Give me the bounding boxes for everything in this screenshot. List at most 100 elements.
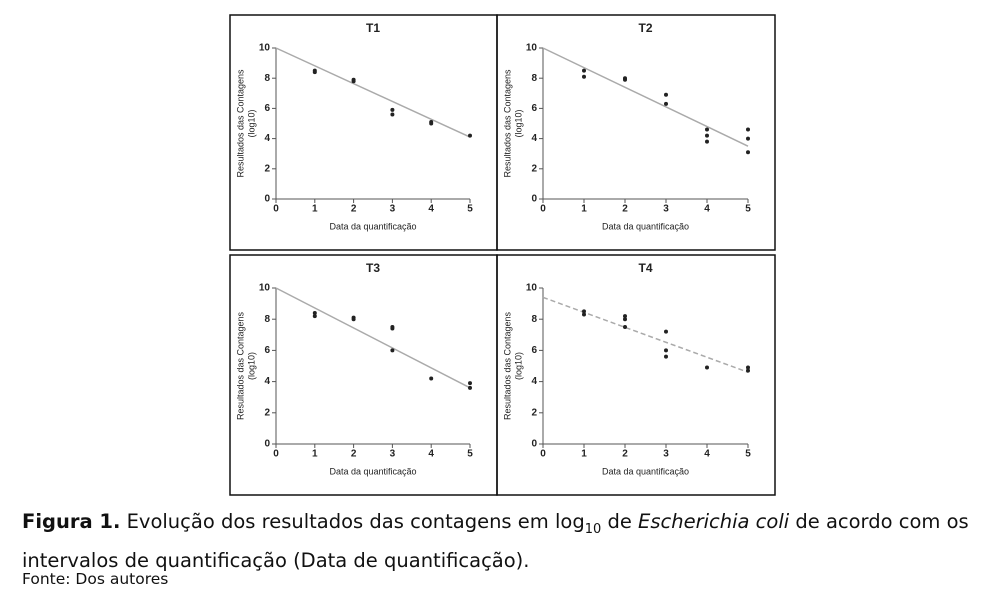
- trend-line: [542, 47, 749, 147]
- x-tick-label: 2: [622, 204, 628, 215]
- point: [746, 368, 750, 373]
- y-tick-label: 10: [526, 43, 538, 54]
- y-tick-label: 8: [264, 73, 270, 84]
- y-tick-label: 2: [264, 163, 270, 174]
- point: [582, 309, 586, 314]
- point: [312, 70, 317, 75]
- y-tick-label: 0: [264, 439, 270, 450]
- x-tick-label: 5: [745, 449, 751, 460]
- caption-text: de: [601, 510, 639, 533]
- x-tick-label: 5: [745, 204, 751, 215]
- point: [582, 68, 586, 73]
- y-tick-label: 0: [531, 439, 537, 450]
- y-axis-label: Resultados das Contagens: [502, 69, 512, 178]
- point: [664, 92, 668, 97]
- y-tick-label: 8: [531, 314, 537, 325]
- point: [746, 127, 750, 132]
- y-tick-label: 6: [531, 103, 537, 114]
- y-tick-label: 2: [531, 163, 537, 174]
- x-tick-label: 1: [312, 204, 318, 215]
- source: Fonte: Dos autores: [22, 570, 169, 588]
- point: [746, 365, 750, 370]
- point: [468, 381, 472, 386]
- y-tick-label: 0: [264, 194, 270, 205]
- x-tick-label: 0: [273, 204, 279, 215]
- panel-border: [229, 254, 498, 496]
- x-axis-label: Data da quantificação: [329, 221, 416, 231]
- x-axis-label: Data da quantificação: [602, 466, 689, 476]
- point: [468, 133, 472, 138]
- x-tick-label: 4: [704, 449, 710, 460]
- y-axis-label: Resultados das Contagens: [235, 311, 245, 420]
- x-tick-label: 1: [581, 449, 587, 460]
- y-tick-label: 0: [531, 194, 537, 205]
- y-tick-label: 10: [259, 283, 271, 294]
- x-tick-label: 4: [704, 204, 710, 215]
- point: [623, 77, 627, 82]
- x-tick-label: 5: [467, 449, 473, 460]
- x-tick-label: 3: [663, 449, 669, 460]
- point: [312, 314, 317, 319]
- trend-line: [542, 296, 749, 373]
- point: [746, 136, 750, 141]
- chart-title: T3: [366, 261, 380, 275]
- x-tick-label: 2: [622, 449, 628, 460]
- x-tick-label: 1: [581, 204, 587, 215]
- x-tick-label: 0: [540, 449, 546, 460]
- point: [746, 150, 750, 155]
- panel-border: [229, 14, 498, 251]
- point: [582, 74, 586, 79]
- trend-line: [275, 287, 471, 389]
- caption-text: de acordo com os intervalos de quantific…: [22, 510, 969, 572]
- point: [390, 107, 395, 112]
- y-axis-label: Resultados das Contagens: [235, 69, 245, 178]
- x-tick-label: 2: [351, 449, 357, 460]
- x-tick-label: 2: [351, 204, 357, 215]
- caption-text: Evolução dos resultados das contagens em…: [120, 510, 585, 533]
- y-tick-label: 2: [264, 407, 270, 418]
- x-tick-label: 3: [390, 204, 396, 215]
- point: [705, 127, 709, 132]
- x-tick-label: 4: [428, 449, 434, 460]
- x-tick-label: 4: [428, 204, 434, 215]
- x-tick-label: 5: [467, 204, 473, 215]
- point: [429, 376, 434, 381]
- x-tick-label: 0: [540, 204, 546, 215]
- x-tick-label: 1: [312, 449, 318, 460]
- y-tick-label: 8: [531, 73, 537, 84]
- y-axis-label: (log10): [246, 352, 256, 380]
- y-tick-label: 4: [531, 376, 537, 387]
- point: [351, 317, 356, 322]
- point: [623, 325, 627, 329]
- panel-border: [496, 14, 776, 251]
- y-tick-label: 8: [264, 314, 270, 325]
- caption-subscript: 10: [584, 521, 602, 537]
- y-tick-label: 10: [259, 43, 271, 54]
- point: [390, 348, 395, 353]
- caption-italic: Escherichia coli: [638, 510, 790, 533]
- point: [664, 348, 668, 353]
- x-tick-label: 3: [390, 449, 396, 460]
- point: [390, 326, 395, 331]
- point: [468, 385, 472, 390]
- panel-border: [496, 254, 776, 496]
- point: [582, 312, 586, 317]
- point: [705, 139, 709, 144]
- point: [623, 314, 627, 319]
- y-axis-label: (log10): [513, 109, 523, 137]
- x-tick-label: 0: [273, 449, 279, 460]
- trend-line: [275, 47, 471, 138]
- x-tick-label: 3: [663, 204, 669, 215]
- caption: Figura 1. Evolução dos resultados das co…: [22, 506, 997, 576]
- y-tick-label: 2: [531, 407, 537, 418]
- point: [312, 310, 317, 315]
- point: [705, 133, 709, 138]
- x-axis-label: Data da quantificação: [602, 221, 689, 231]
- chart-title: T1: [366, 21, 380, 35]
- point: [351, 79, 356, 84]
- point: [390, 112, 395, 117]
- point: [705, 365, 709, 370]
- y-tick-label: 4: [264, 133, 270, 144]
